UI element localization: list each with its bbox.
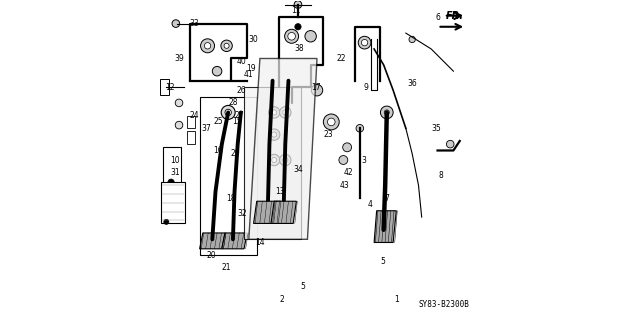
Circle shape <box>164 219 169 224</box>
Text: 3: 3 <box>361 156 366 164</box>
Text: 26: 26 <box>236 86 247 95</box>
Text: 22: 22 <box>337 54 346 63</box>
Text: 21: 21 <box>222 263 231 272</box>
Circle shape <box>204 43 210 49</box>
Text: FR.: FR. <box>446 11 463 21</box>
Text: 1: 1 <box>394 295 399 304</box>
Circle shape <box>323 114 339 130</box>
Circle shape <box>294 1 302 8</box>
Text: 37: 37 <box>202 124 212 133</box>
Bar <box>187 116 195 128</box>
Text: 31: 31 <box>170 168 179 177</box>
Circle shape <box>305 31 316 42</box>
Circle shape <box>343 143 352 152</box>
Text: 12: 12 <box>165 83 175 92</box>
Circle shape <box>356 124 364 132</box>
Text: 29: 29 <box>230 149 240 158</box>
Text: 6: 6 <box>435 13 440 22</box>
Text: 41: 41 <box>244 70 254 79</box>
Bar <box>200 97 257 255</box>
Circle shape <box>283 110 288 115</box>
Circle shape <box>221 105 235 119</box>
Text: 32: 32 <box>237 209 247 219</box>
Text: 16: 16 <box>213 146 223 155</box>
Circle shape <box>268 129 280 140</box>
Circle shape <box>328 118 335 126</box>
Text: 30: 30 <box>248 35 258 44</box>
Circle shape <box>271 132 276 137</box>
Circle shape <box>358 36 371 49</box>
Text: 33: 33 <box>190 19 199 28</box>
Circle shape <box>271 110 276 115</box>
Bar <box>160 79 169 95</box>
Bar <box>187 132 195 144</box>
Circle shape <box>175 121 183 129</box>
Text: 9: 9 <box>364 83 368 92</box>
Circle shape <box>295 24 301 30</box>
Text: 36: 36 <box>407 79 417 88</box>
Text: 11: 11 <box>292 6 301 15</box>
Text: 34: 34 <box>293 165 303 174</box>
Text: 43: 43 <box>340 181 350 190</box>
Circle shape <box>361 39 368 46</box>
Circle shape <box>212 67 222 76</box>
Circle shape <box>409 36 415 43</box>
Circle shape <box>175 99 183 107</box>
Polygon shape <box>271 201 296 223</box>
Text: 13: 13 <box>275 187 285 196</box>
Text: 14: 14 <box>255 238 265 247</box>
Circle shape <box>224 43 229 48</box>
Circle shape <box>380 106 393 119</box>
Text: 27: 27 <box>235 111 245 120</box>
Circle shape <box>446 140 454 148</box>
Text: 7: 7 <box>384 194 389 203</box>
Circle shape <box>168 179 174 185</box>
Circle shape <box>339 156 348 164</box>
Circle shape <box>283 157 288 163</box>
Circle shape <box>172 20 179 28</box>
Circle shape <box>200 39 214 53</box>
Circle shape <box>285 29 299 43</box>
Polygon shape <box>254 201 280 223</box>
Polygon shape <box>374 211 396 243</box>
Text: 18: 18 <box>226 194 235 203</box>
Text: 23: 23 <box>323 130 333 139</box>
Circle shape <box>384 110 389 115</box>
Circle shape <box>280 154 291 166</box>
Polygon shape <box>222 233 247 249</box>
Text: 5: 5 <box>380 257 385 266</box>
Circle shape <box>271 157 276 163</box>
Text: 8: 8 <box>438 172 443 180</box>
Polygon shape <box>249 59 317 239</box>
Text: 20: 20 <box>207 251 216 260</box>
Circle shape <box>225 109 231 116</box>
Text: 40: 40 <box>237 57 247 66</box>
Text: 35: 35 <box>431 124 441 133</box>
Circle shape <box>280 107 291 118</box>
Circle shape <box>268 107 280 118</box>
Bar <box>244 87 301 239</box>
Text: 24: 24 <box>190 111 199 120</box>
Text: 10: 10 <box>170 156 179 164</box>
Text: 2: 2 <box>280 295 285 304</box>
Text: 38: 38 <box>294 44 304 53</box>
Text: 19: 19 <box>246 63 256 73</box>
Circle shape <box>288 32 295 40</box>
Bar <box>163 147 181 185</box>
Text: 15: 15 <box>232 117 242 126</box>
Text: 39: 39 <box>174 54 184 63</box>
Bar <box>161 182 184 223</box>
Circle shape <box>221 40 232 52</box>
Text: 4: 4 <box>368 200 373 209</box>
Text: 17: 17 <box>311 83 321 92</box>
Circle shape <box>268 154 280 166</box>
Text: SY83-B2300B: SY83-B2300B <box>418 300 469 309</box>
Polygon shape <box>200 233 225 249</box>
Text: 5: 5 <box>301 282 306 292</box>
Circle shape <box>311 84 323 96</box>
Text: 28: 28 <box>228 99 238 108</box>
Text: 42: 42 <box>344 168 354 177</box>
Text: 25: 25 <box>214 117 223 126</box>
